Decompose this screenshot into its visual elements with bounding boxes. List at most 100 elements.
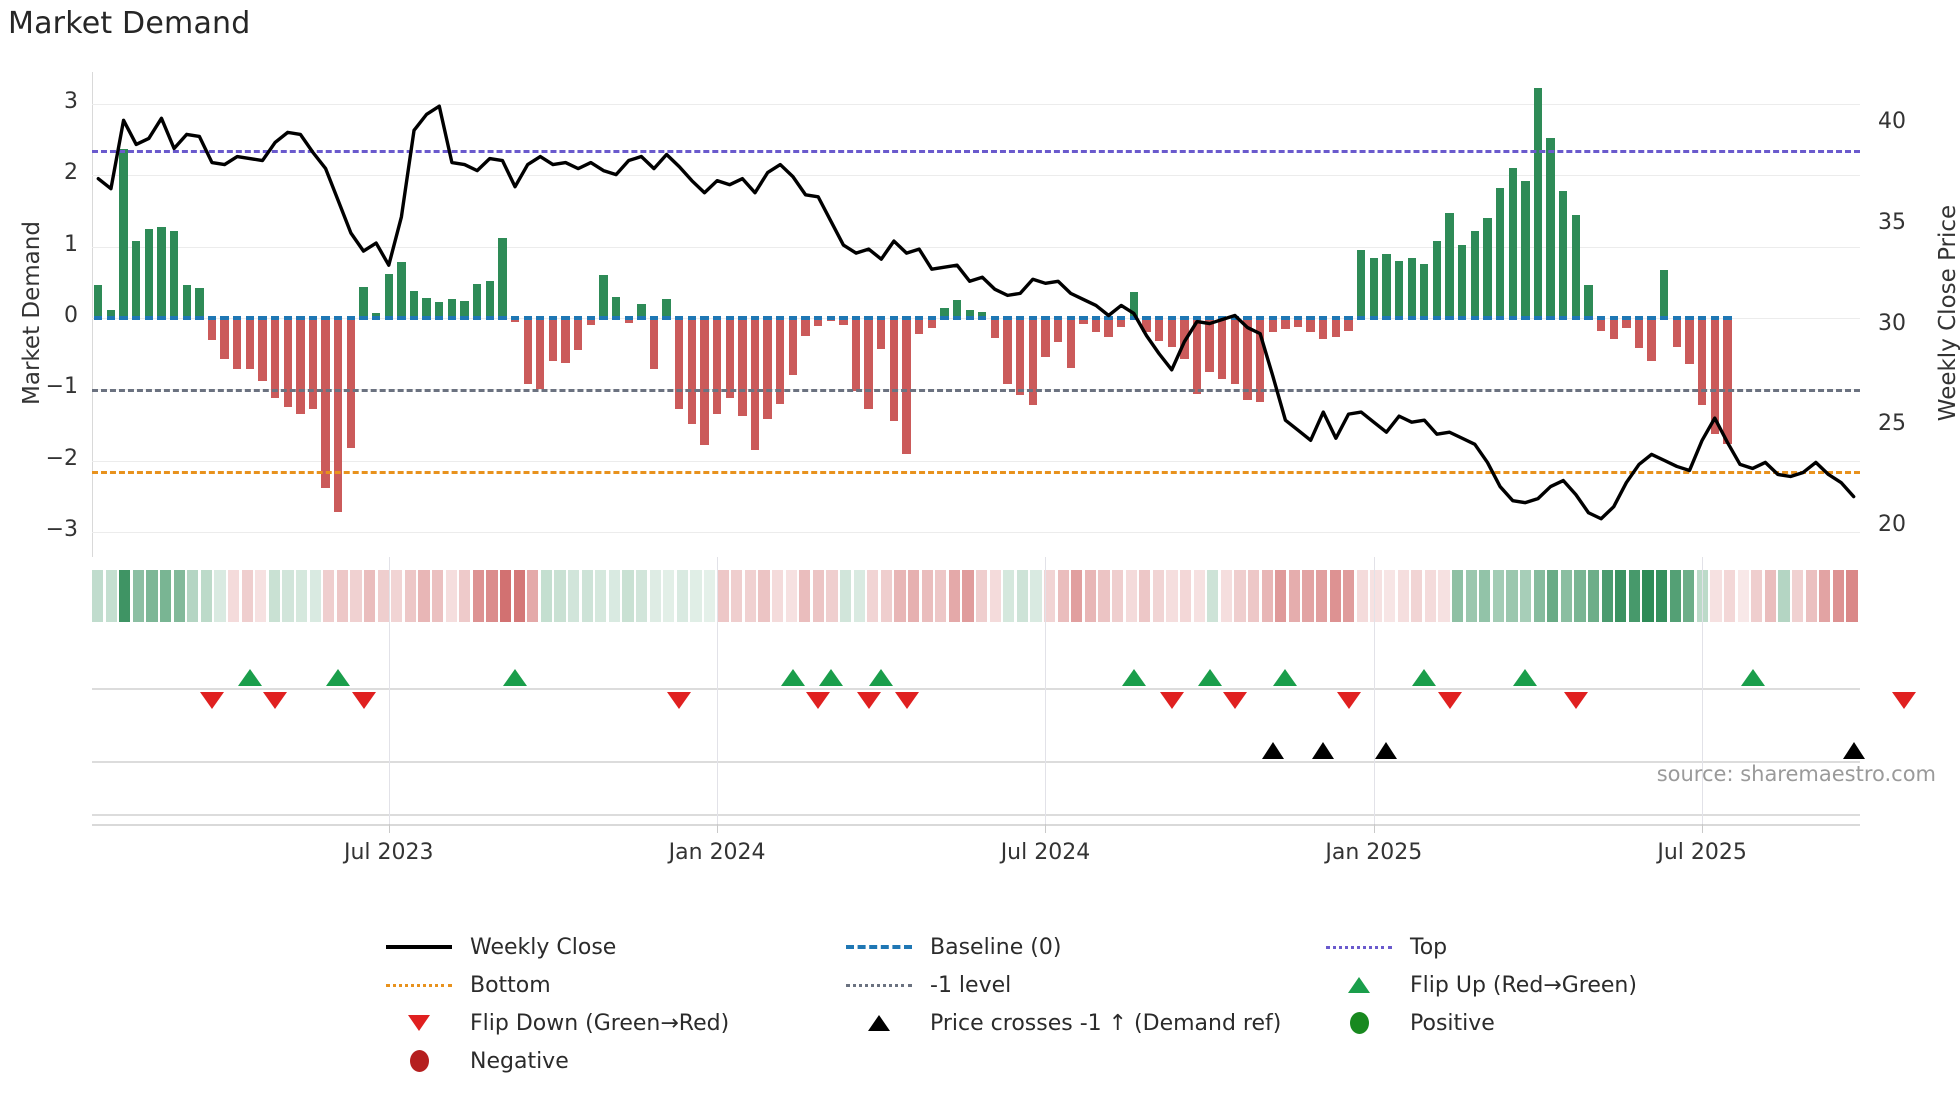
demand-bar: [435, 302, 444, 319]
baseline-segment: [1495, 316, 1505, 321]
heat-cell: [853, 570, 865, 622]
demand-bar: [157, 226, 166, 319]
baseline-segment: [536, 316, 545, 321]
heat-cell: [1710, 570, 1722, 622]
baseline-segment: [207, 316, 217, 321]
heat-cell: [364, 570, 376, 622]
heat-cell: [459, 570, 471, 622]
price-cross-marker: [1312, 742, 1335, 759]
baseline-segment: [548, 316, 558, 321]
baseline-segment: [851, 316, 861, 321]
baseline-segment: [637, 316, 646, 321]
heat-cell: [1588, 570, 1600, 622]
legend-item-price-crosses[interactable]: Price crosses -1 ↑ (Demand ref): [840, 1004, 1320, 1042]
baseline-segment: [321, 316, 330, 321]
demand-bar: [788, 318, 798, 376]
demand-bar: [371, 313, 381, 319]
demand-bar: [1293, 318, 1303, 327]
demand-bar: [536, 318, 545, 390]
baseline-segment: [813, 316, 823, 321]
marker-row-line-1: [92, 688, 1860, 690]
demand-bar: [1432, 241, 1442, 319]
heat-cell: [649, 570, 661, 622]
minus-one-reference-line: [92, 389, 1860, 393]
heat-cell: [500, 570, 512, 622]
heat-cell: [146, 570, 158, 622]
legend-item-negative[interactable]: Negative: [380, 1042, 840, 1080]
heat-cell: [908, 570, 920, 622]
baseline-segment: [1129, 316, 1139, 321]
line-dotted-orange-glyph: [386, 983, 452, 987]
heat-cell: [105, 570, 117, 622]
baseline-segment: [1230, 316, 1240, 321]
demand-bar: [409, 290, 419, 319]
legend-item-positive[interactable]: Positive: [1320, 1004, 1760, 1042]
flip-down-marker: [894, 692, 919, 709]
demand-bar: [296, 318, 305, 414]
demand-bar: [1154, 318, 1164, 341]
baseline-segment: [169, 316, 179, 321]
demand-bar: [182, 285, 191, 319]
triangle-up-black-glyph: [868, 1015, 890, 1031]
demand-bar: [738, 318, 747, 417]
triangle-down-red-glyph: [408, 1015, 430, 1031]
demand-bar: [498, 238, 507, 319]
demand-bar: [1331, 318, 1341, 337]
baseline-segment: [473, 316, 482, 321]
baseline-segment: [435, 316, 444, 321]
baseline-segment: [1306, 316, 1315, 321]
baseline-segment: [334, 316, 343, 321]
heat-cell: [1819, 570, 1831, 622]
source-note: source: sharemaestro.com: [1656, 762, 1936, 786]
weekly-close-path: [96, 104, 1856, 521]
weekly-close-line: [96, 104, 1856, 521]
flip-down-marker: [351, 692, 376, 709]
line-dashed-blue-glyph: [846, 945, 912, 949]
baseline-segment: [864, 316, 873, 321]
legend-item-weekly-close[interactable]: Weekly Close: [380, 928, 840, 966]
gridline: [92, 318, 1860, 320]
baseline-segment: [1104, 316, 1113, 321]
demand-bar: [712, 318, 722, 414]
heat-cell: [1016, 570, 1028, 622]
demand-bar: [1041, 318, 1050, 358]
demand-bar: [283, 318, 292, 408]
heat-cell: [1329, 570, 1341, 622]
baseline-segment: [283, 316, 292, 321]
x-axis-line: [92, 824, 1860, 826]
demand-bar: [144, 228, 153, 319]
demand-bar: [662, 298, 671, 319]
baseline-segment: [371, 316, 381, 321]
baseline-segment: [1192, 316, 1202, 321]
baseline-segment: [132, 316, 141, 321]
flip-down-marker: [1892, 692, 1917, 709]
heat-cell: [1384, 570, 1396, 622]
baseline-segment: [384, 316, 393, 321]
dot-green-glyph: [1349, 1012, 1369, 1034]
legend-item-baseline[interactable]: Baseline (0): [840, 928, 1320, 966]
heat-cell: [622, 570, 634, 622]
heat-cell: [255, 570, 267, 622]
demand-bar: [611, 296, 621, 319]
demand-bar: [207, 318, 217, 341]
triangle-up-green-glyph: [1348, 977, 1370, 993]
baseline-segment: [270, 316, 280, 321]
flip-down-marker: [263, 692, 288, 709]
heat-cell: [1560, 570, 1572, 622]
line-dotted-gray-glyph: [846, 983, 912, 987]
x-tick-guide-1: [717, 636, 719, 826]
legend-item-flip-down[interactable]: Flip Down (Green→Red): [380, 1004, 840, 1042]
baseline-segment: [1596, 316, 1606, 321]
flip-down-marker: [1336, 692, 1361, 709]
heat-cell: [921, 570, 933, 622]
legend-item-top[interactable]: Top: [1320, 928, 1760, 966]
gridline: [92, 460, 1860, 462]
gridline: [92, 246, 1860, 248]
line-dotted-gray-icon: [840, 973, 918, 997]
legend-item-bottom[interactable]: Bottom: [380, 966, 840, 1004]
legend-item-flip-up[interactable]: Flip Up (Red→Green): [1320, 966, 1760, 1004]
y-tick-right-35: 35: [1878, 209, 1906, 235]
heat-cell: [350, 570, 362, 622]
heat-cell: [1424, 570, 1436, 622]
legend-item-minus-one-level[interactable]: -1 level: [840, 966, 1320, 1004]
